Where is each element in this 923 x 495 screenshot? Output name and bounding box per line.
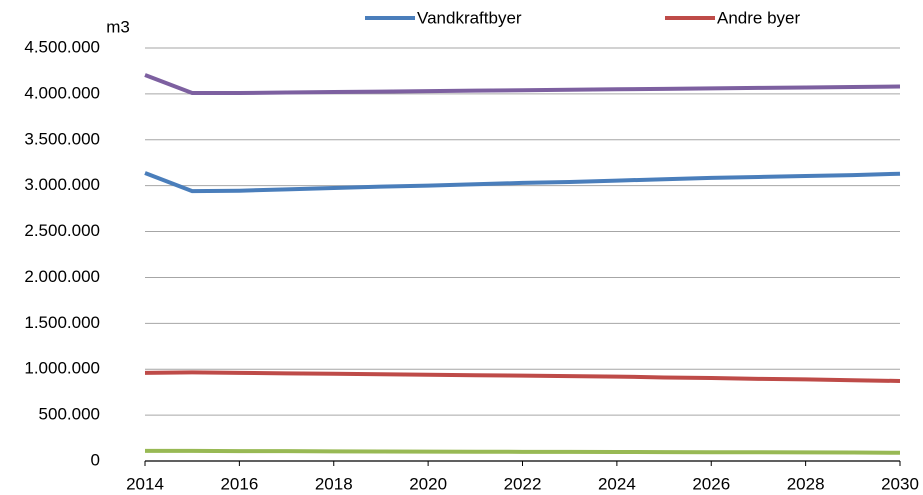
series-line [144,73,901,95]
y-tick-label: 1.000.000 [24,359,100,378]
y-tick-label: 3.500.000 [24,129,100,148]
y-axis-label: m3 [106,17,130,36]
x-tick-label: 2018 [315,474,353,493]
x-tick-label: 2030 [881,474,919,493]
y-tick-label: 2.500.000 [24,221,100,240]
x-tick-label: 2020 [409,474,447,493]
y-tick-label: 2.000.000 [24,267,100,286]
x-tick-label: 2022 [504,474,542,493]
legend-label: Vandkraftbyer [417,8,522,27]
x-tick-label: 2024 [598,474,636,493]
y-tick-label: 1.500.000 [24,313,100,332]
y-tick-label: 0 [91,450,100,469]
x-tick-label: 2028 [787,474,825,493]
x-tick-label: 2014 [126,474,164,493]
series-line [144,370,901,383]
y-tick-label: 500.000 [39,405,100,424]
y-tick-label: 4.500.000 [24,37,100,56]
series-line [144,171,901,194]
legend-label: Andre byer [717,8,800,27]
series-line [145,448,901,455]
y-tick-label: 3.000.000 [24,175,100,194]
x-tick-label: 2016 [220,474,258,493]
x-tick-label: 2026 [692,474,730,493]
y-tick-label: 4.000.000 [24,83,100,102]
